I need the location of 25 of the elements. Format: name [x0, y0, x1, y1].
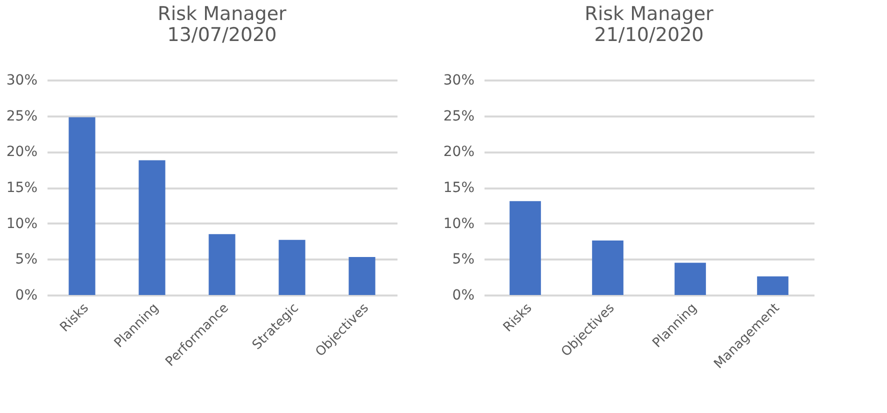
bar	[674, 262, 706, 295]
bar	[757, 276, 788, 295]
y-tick-label: 10%	[6, 216, 38, 232]
chart-title: Risk Manager 21/10/2020	[584, 3, 714, 46]
y-tick-label: 30%	[443, 72, 474, 88]
bar	[592, 240, 624, 295]
y-tick-label: 0%	[452, 288, 474, 304]
bar	[68, 117, 96, 295]
y-tick-label: 15%	[6, 180, 38, 196]
y-tick-label: 30%	[6, 72, 38, 88]
y-tick-label: 25%	[6, 108, 38, 124]
chart-title: Risk Manager 13/07/2020	[158, 3, 287, 46]
bar	[510, 201, 541, 295]
y-tick-label: 25%	[443, 108, 474, 124]
y-tick-label: 5%	[15, 252, 38, 268]
bar	[348, 257, 376, 295]
y-tick-label: 0%	[15, 288, 38, 304]
y-tick-label: 20%	[6, 144, 38, 160]
y-tick-label: 5%	[452, 252, 474, 268]
bar	[138, 160, 166, 295]
bar	[208, 234, 236, 295]
y-tick-label: 20%	[443, 144, 474, 160]
bar	[278, 240, 306, 295]
y-tick-label: 10%	[443, 216, 474, 232]
y-tick-label: 15%	[443, 180, 474, 196]
